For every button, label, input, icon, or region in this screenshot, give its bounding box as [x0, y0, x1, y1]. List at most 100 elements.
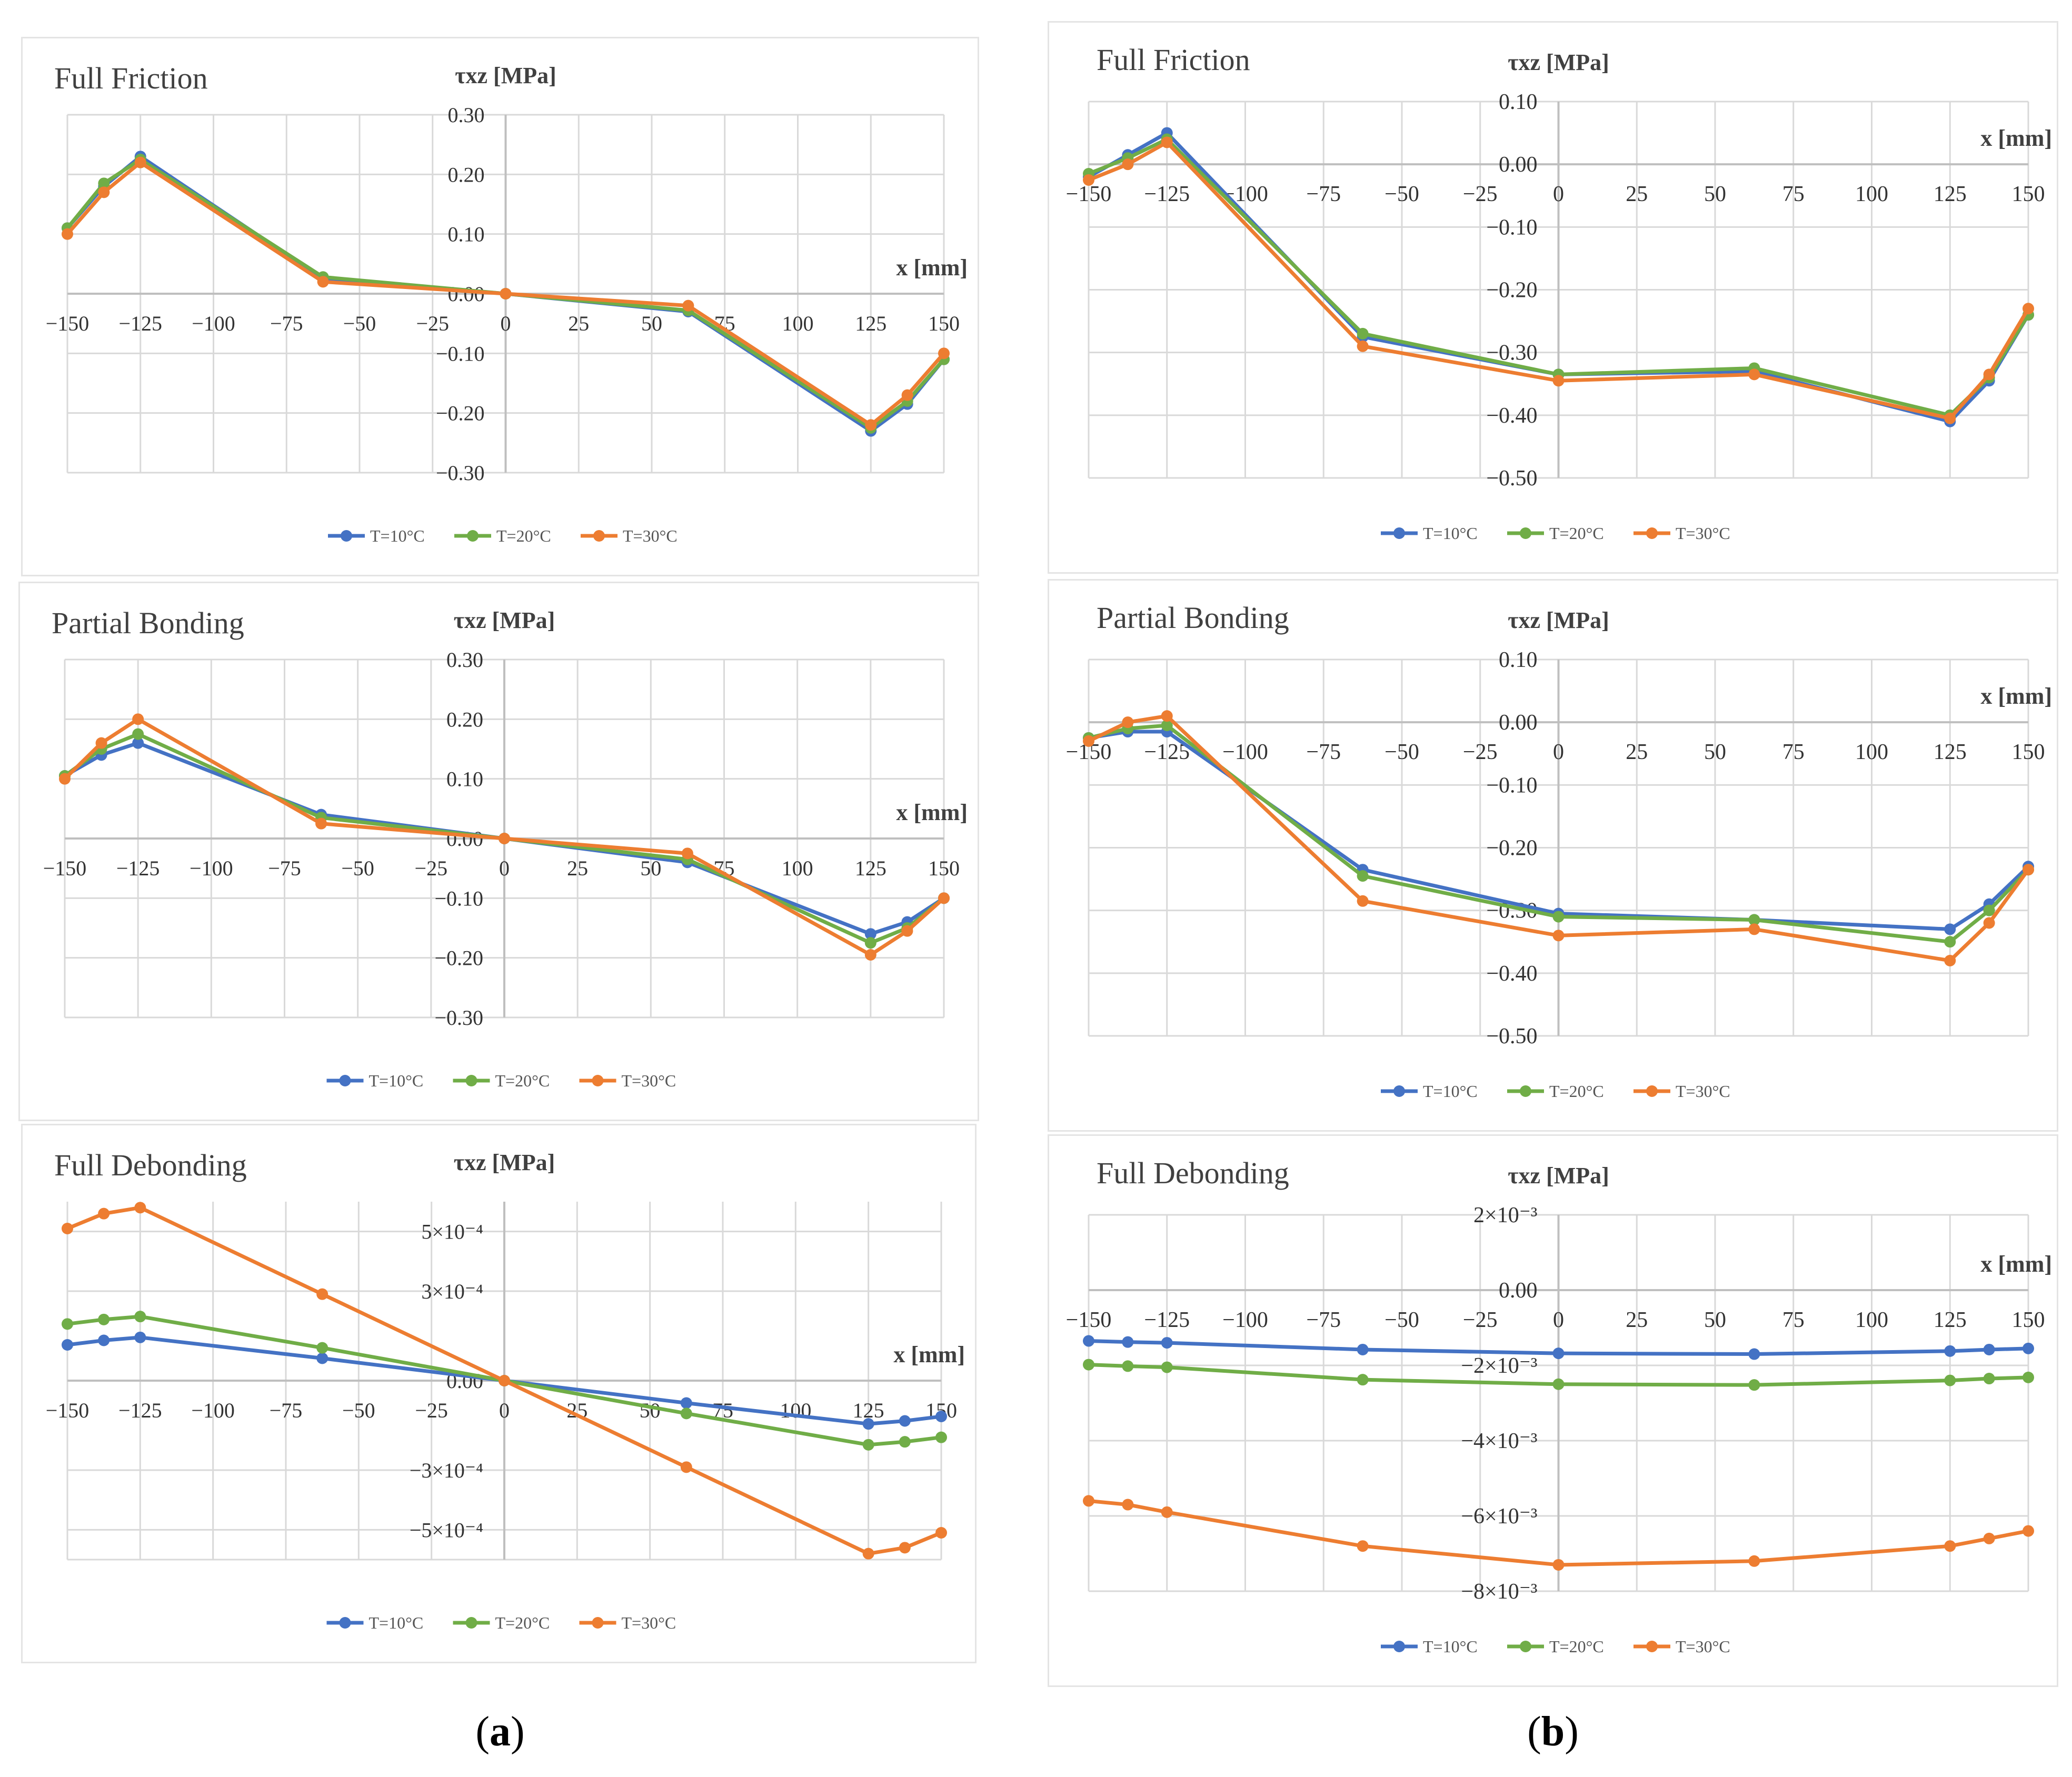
x-tick-label: 150 [928, 312, 960, 335]
legend-label: T=30°C [1676, 1637, 1730, 1656]
x-tick-label: 0 [501, 312, 511, 335]
legend-marker [593, 530, 605, 542]
x-tick-label: 25 [1626, 740, 1648, 764]
y-axis-title: τxz [MPa] [1508, 1163, 1609, 1189]
legend-label: T=30°C [1676, 524, 1730, 543]
legend-label: T=10°C [370, 526, 425, 545]
x-tick-label: −50 [341, 856, 374, 880]
x-tick-label: 25 [568, 312, 589, 335]
y-tick-label: 0.10 [1499, 648, 1538, 672]
data-point-T20 [134, 1311, 146, 1323]
data-point-T30 [315, 817, 327, 830]
data-point-T30 [316, 1288, 328, 1300]
data-point-T10 [680, 1397, 692, 1409]
x-tick-label: 0 [499, 1399, 510, 1422]
data-point-T30 [1983, 917, 1995, 929]
data-point-T30 [682, 300, 694, 312]
data-point-T20 [1122, 1360, 1134, 1372]
x-tick-label: −50 [342, 1399, 375, 1422]
y-tick-label: −0.20 [1486, 278, 1537, 303]
legend-label: T=10°C [1423, 1637, 1478, 1656]
data-point-T10 [1748, 1348, 1760, 1360]
data-point-T10 [1983, 1343, 1995, 1355]
data-point-T10 [316, 1352, 328, 1364]
data-point-T30 [1083, 174, 1094, 186]
y-tick-label: −0.10 [436, 342, 485, 365]
data-point-T30 [1552, 1559, 1565, 1571]
legend-label: T=20°C [495, 1613, 550, 1632]
data-point-T20 [1357, 1374, 1369, 1386]
data-point-T30 [499, 833, 510, 844]
x-tick-label: −25 [1463, 1308, 1498, 1332]
data-point-T20 [935, 1431, 947, 1443]
x-axis-title: x [mm] [896, 255, 968, 281]
data-point-T30 [938, 892, 950, 904]
legend-label: T=10°C [369, 1613, 424, 1632]
data-point-T20 [680, 1407, 692, 1420]
x-axis-title: x [mm] [893, 1342, 965, 1367]
legend-marker [1520, 527, 1531, 539]
x-tick-label: 0 [499, 856, 510, 880]
chart-panel-b-partial: −150 −125 −100 −75 −50 −25 0 25 50 75 100 125 150 0.1… [1048, 579, 2058, 1132]
data-point-T20 [1944, 1374, 1956, 1386]
x-tick-label: −100 [190, 856, 233, 880]
x-tick-label: −25 [416, 312, 449, 335]
y-tick-label: −0.50 [1486, 1024, 1537, 1049]
data-point-T20 [132, 728, 144, 740]
data-point-T30 [98, 186, 110, 198]
legend-label: T=10°C [369, 1071, 424, 1090]
data-point-T30 [499, 1375, 510, 1386]
x-tick-label: 125 [855, 312, 886, 335]
x-tick-label: −125 [118, 312, 162, 335]
x-axis-title: x [mm] [896, 800, 968, 825]
data-point-T10 [62, 1339, 73, 1351]
x-tick-label: 50 [640, 1399, 661, 1422]
y-tick-label: 0.10 [448, 223, 485, 246]
x-tick-label: −75 [1306, 182, 1341, 206]
data-point-T10 [899, 1415, 911, 1427]
data-point-T30 [1357, 895, 1369, 907]
legend-marker [1393, 1641, 1405, 1652]
y-axis-title: τxz [MPa] [454, 607, 555, 633]
x-tick-label: 150 [928, 856, 960, 880]
x-tick-label: 100 [782, 856, 813, 880]
y-axis-title: τxz [MPa] [454, 1150, 555, 1175]
chart-title: Full Debonding [54, 1148, 247, 1182]
data-point-T20 [1161, 720, 1173, 732]
data-point-T30 [1944, 412, 1956, 424]
data-point-T20 [1083, 1359, 1094, 1371]
y-tick-label: −3×10⁻⁴ [410, 1459, 483, 1482]
y-tick-label: 0.10 [446, 767, 483, 791]
x-tick-label: −125 [116, 856, 160, 880]
y-tick-label: −0.30 [436, 461, 485, 485]
y-tick-label: −0.20 [1486, 836, 1537, 861]
y-tick-label: 0.30 [446, 648, 483, 672]
data-point-T20 [1748, 914, 1760, 926]
data-point-T30 [681, 847, 693, 860]
legend-label: T=30°C [623, 526, 678, 545]
y-tick-label: 0.00 [1499, 1279, 1538, 1303]
x-axis-title: x [mm] [1980, 1251, 2052, 1277]
x-tick-label: −75 [270, 312, 303, 335]
y-tick-label: −0.10 [1486, 215, 1537, 239]
legend-marker [341, 530, 352, 542]
legend-marker [467, 530, 479, 542]
data-point-T30 [1083, 1495, 1094, 1507]
data-point-T20 [62, 1318, 73, 1330]
legend-marker [592, 1617, 604, 1629]
data-point-T20 [862, 1439, 874, 1451]
y-tick-label: −0.10 [434, 886, 483, 910]
legend-marker [1646, 527, 1658, 539]
data-point-T10 [862, 1418, 874, 1430]
data-point-T10 [2023, 1342, 2034, 1354]
data-point-T10 [935, 1411, 947, 1422]
legend-label: T=10°C [1423, 524, 1478, 543]
y-tick-label: −0.50 [1486, 466, 1537, 491]
x-tick-label: −100 [1222, 740, 1268, 764]
chart-b-friction: −150 −125 −100 −75 −50 −25 0 25 50 75 100 125 1500.1… [1066, 43, 2052, 543]
data-point-T20 [1944, 936, 1956, 948]
x-tick-label: 0 [1553, 740, 1564, 764]
y-tick-label: −0.20 [434, 946, 483, 970]
x-tick-label: −150 [1066, 182, 1112, 206]
y-tick-label: −2×10⁻³ [1461, 1354, 1537, 1378]
